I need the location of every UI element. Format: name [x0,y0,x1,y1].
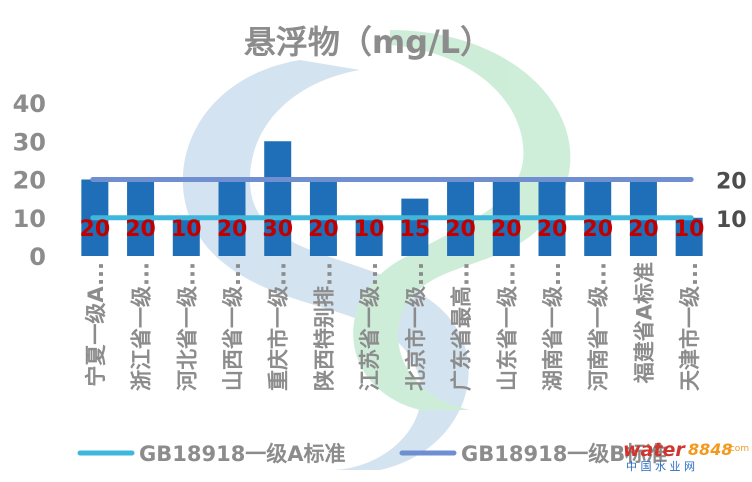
bar [172,217,200,256]
y-tick-label: 20 [13,167,46,195]
legend-label: GB18918一级B标准 [461,442,667,466]
x-category-label: 河北省一级... [175,262,199,391]
x-category-label: 福建省A标准 [632,262,656,384]
y-tick-label: 30 [13,128,46,156]
x-category-label: 北京市一级... [404,262,428,391]
data-label: 10 [171,217,202,242]
x-category-label: 陕西特别排... [312,262,336,391]
bar [675,217,703,256]
x-category-label: 山东省一级... [495,262,519,391]
data-label: 20 [308,217,339,242]
data-label: 20 [537,217,568,242]
data-label: 15 [400,217,431,242]
x-category-label: 浙江省一级... [130,262,154,391]
legend-label: GB18918一级A标准 [139,442,346,466]
x-category-label: 江苏省一级... [358,262,382,391]
data-label: 10 [354,217,385,242]
y-tick-label: 10 [13,205,46,233]
data-label: 10 [674,217,705,242]
x-category-label: 天津市一级... [678,262,702,391]
data-label: 20 [628,217,659,242]
bar [355,217,383,256]
x-category-label: 河南省一级... [587,262,611,391]
y-tick-label: 0 [29,243,46,271]
reference-line-label: 20 [716,170,747,195]
data-label: 20 [125,217,156,242]
data-label: 20 [80,217,111,242]
x-category-label: 广东省最高... [450,262,474,391]
watermark-brand-a: water [623,439,686,461]
chart-title: 悬浮物（mg/L） [244,23,492,61]
data-label: 30 [262,217,293,242]
data-label: 20 [445,217,476,242]
watermark-brand-b: 8848 [688,440,733,459]
x-category-label: 重庆市一级... [267,262,291,391]
x-category-label: 宁夏一级A... [84,262,108,387]
bar [401,198,429,256]
bar [264,141,292,256]
data-label: 20 [582,217,613,242]
data-label: 20 [217,217,248,242]
watermark-subtitle: 中 国 水 业 网 [626,460,695,473]
data-label: 20 [491,217,522,242]
y-tick-label: 40 [13,90,46,118]
brand-watermark: water 8848 .com 中 国 水 业 网 [623,439,749,473]
reference-line-label: 10 [716,208,747,233]
x-category-label: 湖南省一级... [541,262,565,391]
x-category-label: 山西省一级... [221,262,245,391]
watermark-brand-suffix: .com [727,444,749,454]
